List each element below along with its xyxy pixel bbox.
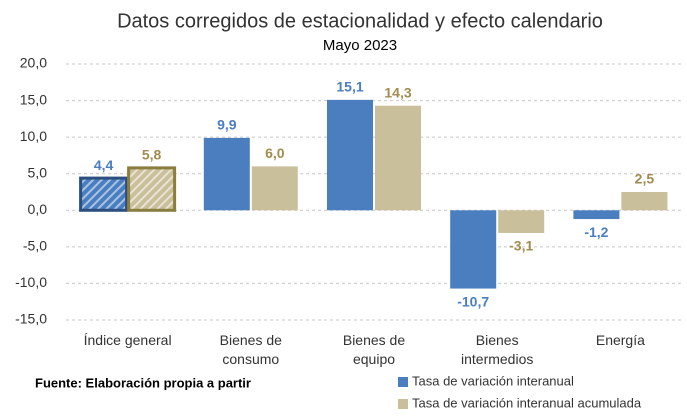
source-note: Fuente: Elaboración propia a partir <box>35 375 251 390</box>
bar <box>450 210 497 289</box>
bar <box>498 210 545 233</box>
x-tick-label: Bienes intermedios <box>461 332 534 367</box>
bar <box>573 210 620 220</box>
bar <box>327 99 373 211</box>
bar <box>127 166 177 212</box>
value-label: 5,8 <box>142 147 162 163</box>
y-tick-label: 0,0 <box>28 201 48 217</box>
value-label: 14,3 <box>384 84 411 100</box>
legend-label: Tasa de variación interanual acumulada <box>412 395 642 410</box>
bar <box>375 105 421 211</box>
value-label: 6,0 <box>265 145 285 161</box>
y-tick-label: -5,0 <box>23 238 47 254</box>
value-label: 9,9 <box>217 117 237 133</box>
value-label: 15,1 <box>336 79 363 95</box>
x-tick-label: Bienes de consumo <box>219 332 282 367</box>
chart-subtitle: Mayo 2023 <box>323 37 397 54</box>
bar <box>79 176 129 212</box>
legend-swatch <box>398 377 408 387</box>
y-tick-label: -15,0 <box>15 311 47 327</box>
value-label: 4,4 <box>94 157 114 173</box>
legend-label: Tasa de variación interanual <box>412 373 574 388</box>
x-tick-label: Índice general <box>83 332 172 348</box>
y-tick-label: -10,0 <box>15 274 47 290</box>
value-label: -3,1 <box>509 238 533 254</box>
bar <box>251 166 298 211</box>
y-tick-label: 20,0 <box>20 55 47 71</box>
value-label: 2,5 <box>635 171 655 187</box>
value-label: -1,2 <box>584 224 608 240</box>
legend-swatch <box>398 399 408 409</box>
y-tick-label: 10,0 <box>20 128 47 144</box>
y-tick-label: 15,0 <box>20 91 47 107</box>
bar <box>203 137 250 211</box>
chart-title: Datos corregidos de estacionalidad y efe… <box>117 10 603 32</box>
x-tick-label: Energía <box>595 332 645 348</box>
x-tick-label: Bienes de equipo <box>342 332 406 367</box>
bar <box>621 192 668 211</box>
y-tick-label: 5,0 <box>28 164 48 180</box>
value-label: -10,7 <box>457 293 489 309</box>
